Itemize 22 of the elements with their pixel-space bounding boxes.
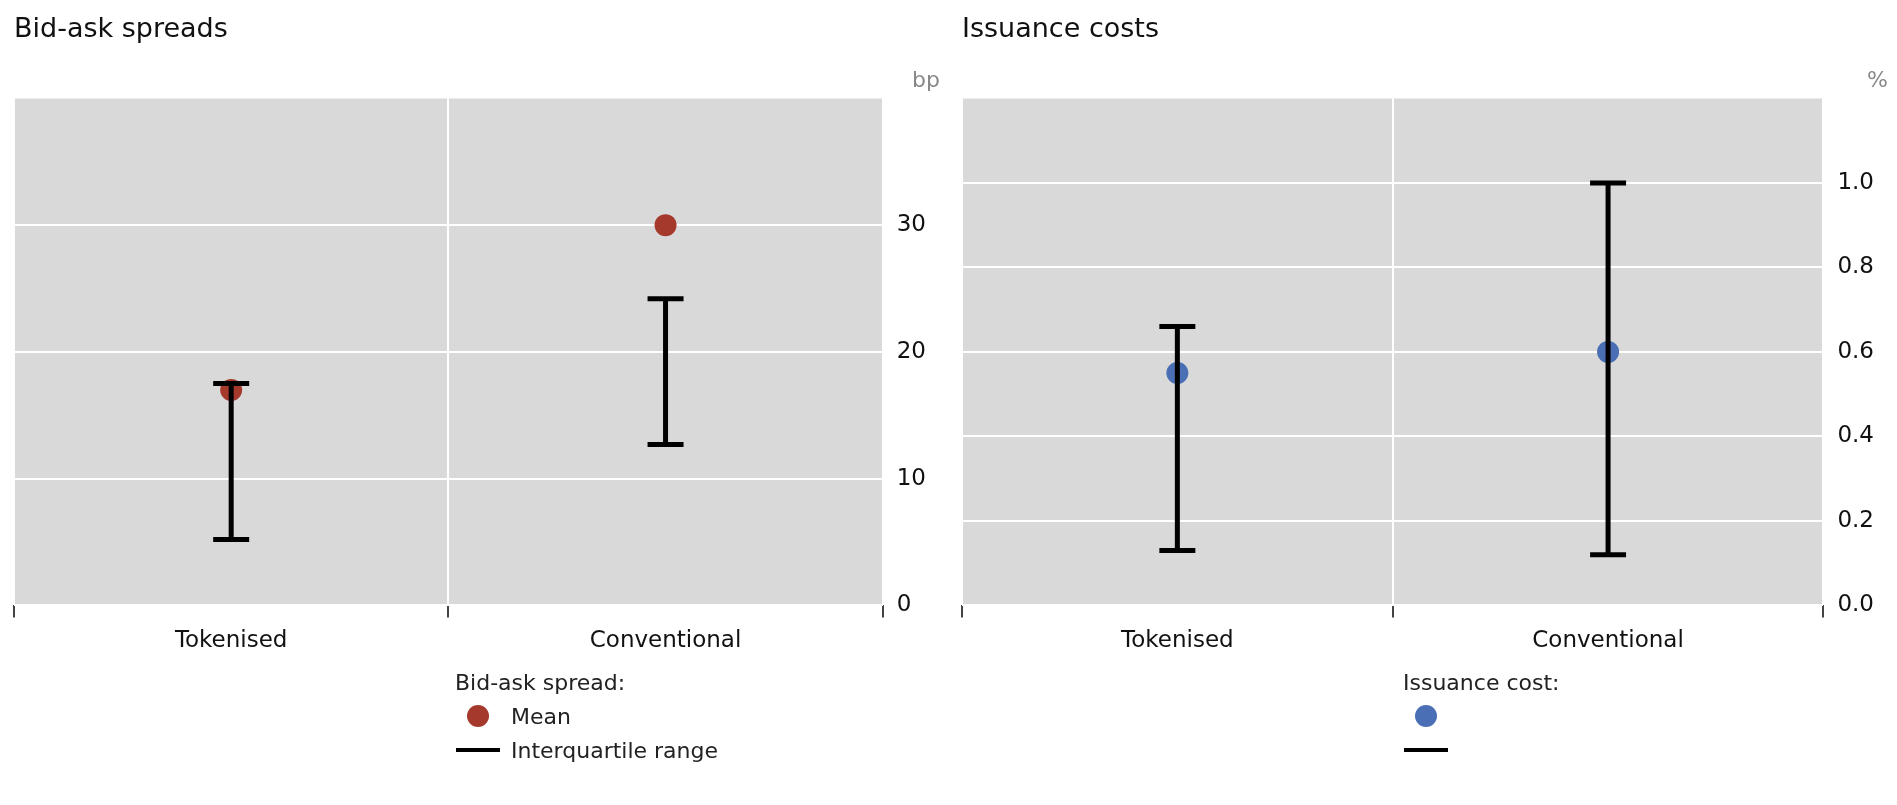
y-axis-title: % [1867,67,1888,93]
chart-title: Issuance costs [962,12,1159,44]
y-tick-label: 0.8 [1837,252,1874,279]
y-tick-label: 0 [896,590,912,617]
y-tick-label: 0.4 [1837,421,1874,448]
text: Interquartile range [511,737,719,763]
legend-label: Mean [511,703,571,729]
y-tick-label: 0.0 [1837,590,1874,617]
x-tick-label: Conventional [1532,626,1684,653]
y-tick-label: 10 [896,463,927,490]
legend-title: Bid-ask spread: [455,668,627,697]
y-tick-label: 1.0 [1837,167,1874,194]
y-tick-label: 0.6 [1837,336,1874,363]
x-tick-label: Tokenised [173,626,288,653]
y-tick-label: 20 [896,336,927,363]
x-tick-label: Conventional [589,626,742,653]
x-tick-label: Tokenised [1120,626,1234,653]
chart-title: Bid-ask spreads [14,12,228,44]
y-axis-title: bp [912,67,940,93]
y-tick-label: 30 [896,210,927,237]
y-tick-label: 0.2 [1837,505,1874,532]
legend-title: Issuance cost: [1403,668,1560,697]
